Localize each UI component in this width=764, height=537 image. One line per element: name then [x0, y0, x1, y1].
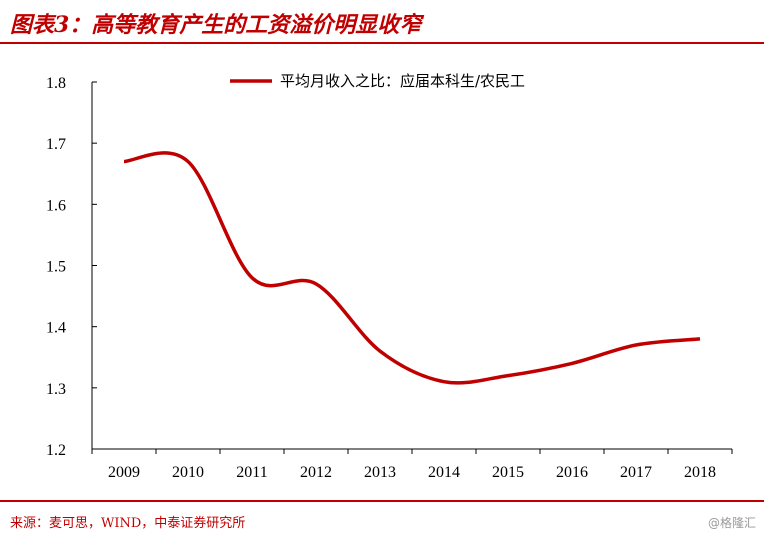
line-chart: 1.2 1.3 1.4 1.5 1.6 1.7 1.8 2009 2010 2011 2012 201… [46, 72, 733, 481]
y-tick-label: 1.6 [46, 197, 66, 214]
source-note: 来源：麦可思，WIND，中泰证券研究所 [10, 516, 246, 531]
legend-label: 平均月收入之比：应届本科生/农民工 [280, 72, 525, 90]
y-tick-label: 1.5 [46, 259, 66, 276]
source-bar: 来源：麦可思，WIND，中泰证券研究所 @格隆汇 [0, 500, 764, 537]
watermark: @格隆汇 [707, 516, 756, 530]
x-tick-label: 2010 [172, 464, 204, 481]
y-tick-label: 1.3 [46, 381, 66, 398]
x-tick-label: 2013 [364, 464, 396, 481]
x-tick-label: 2017 [620, 464, 652, 481]
title-bar: 图表3：高等教育产生的工资溢价明显收窄 [0, 0, 764, 44]
x-tick-label: 2012 [300, 464, 332, 481]
x-tick-label: 2018 [684, 464, 716, 481]
x-tick-label: 2011 [236, 464, 267, 481]
x-tick-label: 2014 [428, 464, 460, 481]
y-tick-label: 1.2 [46, 442, 66, 459]
chart-title: 图表3：高等教育产生的工资溢价明显收窄 [10, 12, 422, 38]
y-tick-label: 1.7 [46, 136, 66, 153]
y-tick-label: 1.4 [46, 320, 66, 337]
x-tick-label: 2015 [492, 464, 524, 481]
x-tick-label: 2016 [556, 464, 588, 481]
x-tick-label: 2009 [108, 464, 140, 481]
series-line-0 [123, 151, 701, 385]
y-tick-label: 1.8 [46, 75, 66, 92]
